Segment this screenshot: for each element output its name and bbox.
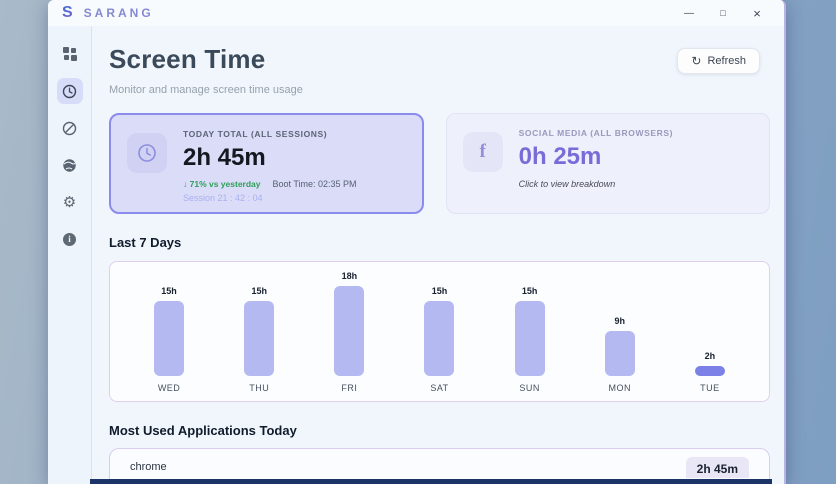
today-total-meta: ↓ 71% vs yesterday Boot Time: 02:35 PM [183, 179, 357, 189]
bar-value-label: 15h [521, 286, 538, 296]
sidebar-item-about[interactable]: i [57, 226, 83, 252]
summary-cards: TODAY TOTAL (ALL SESSIONS) 2h 45m ↓ 71% … [109, 113, 770, 214]
bar-value-label: 2h [704, 351, 716, 361]
bar-day-label: WED [157, 383, 181, 393]
today-total-card: TODAY TOTAL (ALL SESSIONS) 2h 45m ↓ 71% … [109, 113, 424, 214]
bar-value-label: 18h [341, 271, 358, 281]
main-content: Screen Time Monitor and manage screen ti… [93, 26, 784, 484]
bar-column-wed: 15h WED [129, 286, 209, 393]
close-button[interactable]: × [753, 5, 761, 21]
bar [514, 301, 545, 376]
bar-column-fri: 18h FRI [309, 271, 389, 393]
info-icon: i [63, 232, 76, 246]
social-media-label: SOCIAL MEDIA (ALL BROWSERS) [518, 128, 674, 138]
bar-column-tue: 2h TUE [670, 351, 750, 393]
last-7-days-heading: Last 7 Days [109, 235, 182, 250]
sidebar: ⚙ i [48, 26, 92, 484]
social-media-body: SOCIAL MEDIA (ALL BROWSERS) 0h 25m Click… [519, 128, 673, 199]
today-total-value: 2h 45m [183, 144, 266, 171]
bar-value-label: 15h [251, 286, 267, 296]
app-logo-icon: S [62, 4, 73, 21]
title-bar: S SARANG — □ × [48, 0, 784, 26]
bar [244, 301, 275, 376]
bar-day-label: TUE [700, 383, 720, 393]
bar-day-label: MON [608, 383, 632, 393]
clock-icon [62, 84, 77, 99]
gear-icon: ⚙ [62, 193, 77, 211]
globe-icon [62, 158, 77, 173]
refresh-icon: ↻ [691, 54, 702, 68]
bar-column-sun: 15h SUN [490, 286, 570, 393]
facebook-icon: f [462, 132, 503, 172]
bar-day-label: SAT [430, 383, 449, 393]
bar-day-label: THU [249, 383, 270, 393]
bar-day-label: FRI [341, 383, 358, 393]
bar-column-mon: 9h MON [580, 316, 660, 393]
sidebar-item-screen-time[interactable] [56, 78, 83, 104]
clock-icon [127, 133, 167, 173]
social-media-card[interactable]: f SOCIAL MEDIA (ALL BROWSERS) 0h 25m Cli… [445, 113, 770, 214]
app-title: SARANG [83, 6, 154, 20]
sidebar-item-web[interactable] [57, 152, 83, 178]
bar-chart: 15h WED 15h THU 18h FRI 15h SAT 15h SUN 9h MON 2h TUE [109, 261, 770, 402]
sidebar-item-dashboard[interactable] [57, 41, 83, 67]
minimize-button[interactable]: — [684, 7, 694, 19]
app-window: S SARANG — □ × [48, 0, 786, 484]
bar-column-sat: 15h SAT [399, 286, 479, 393]
today-total-label: TODAY TOTAL (ALL SESSIONS) [183, 129, 328, 139]
bar-value-label: 15h [431, 286, 448, 296]
maximize-button[interactable]: □ [720, 8, 726, 18]
social-media-value: 0h 25m [518, 143, 602, 170]
bar [694, 366, 725, 376]
today-total-body: TODAY TOTAL (ALL SESSIONS) 2h 45m ↓ 71% … [183, 129, 357, 203]
app-duration: 2h 45m [685, 456, 749, 478]
window-controls: — □ × [680, 6, 766, 21]
block-icon [62, 121, 77, 136]
refresh-label: Refresh [707, 55, 746, 67]
bar-value-label: 15h [161, 286, 177, 296]
bar [334, 286, 365, 376]
bar-value-label: 9h [614, 316, 626, 326]
social-media-hint: Click to view breakdown [518, 179, 616, 189]
bar-day-label: SUN [519, 383, 540, 393]
grid-icon [62, 47, 77, 61]
bar-column-thu: 15h THU [219, 286, 299, 393]
sidebar-item-blocked[interactable] [57, 115, 83, 141]
app-row-chrome[interactable]: chrome 2h 45m [130, 452, 749, 482]
refresh-button[interactable]: ↻ Refresh [677, 48, 760, 74]
most-used-apps-heading: Most Used Applications Today [109, 423, 297, 438]
sidebar-item-settings[interactable]: ⚙ [57, 189, 83, 215]
page-subtitle: Monitor and manage screen time usage [109, 84, 303, 96]
bar [154, 301, 185, 376]
session-timer: Session 21 : 42 : 04 [183, 193, 263, 203]
bar [604, 331, 635, 376]
page-title: Screen Time [109, 44, 266, 74]
bar [424, 301, 455, 376]
bottom-dark-strip [90, 479, 772, 484]
app-name: chrome [130, 461, 167, 473]
boot-time: Boot Time: 02:35 PM [272, 179, 357, 189]
apps-list-card: chrome 2h 45m [109, 448, 770, 482]
trend-badge: ↓ 71% vs yesterday [183, 179, 261, 189]
